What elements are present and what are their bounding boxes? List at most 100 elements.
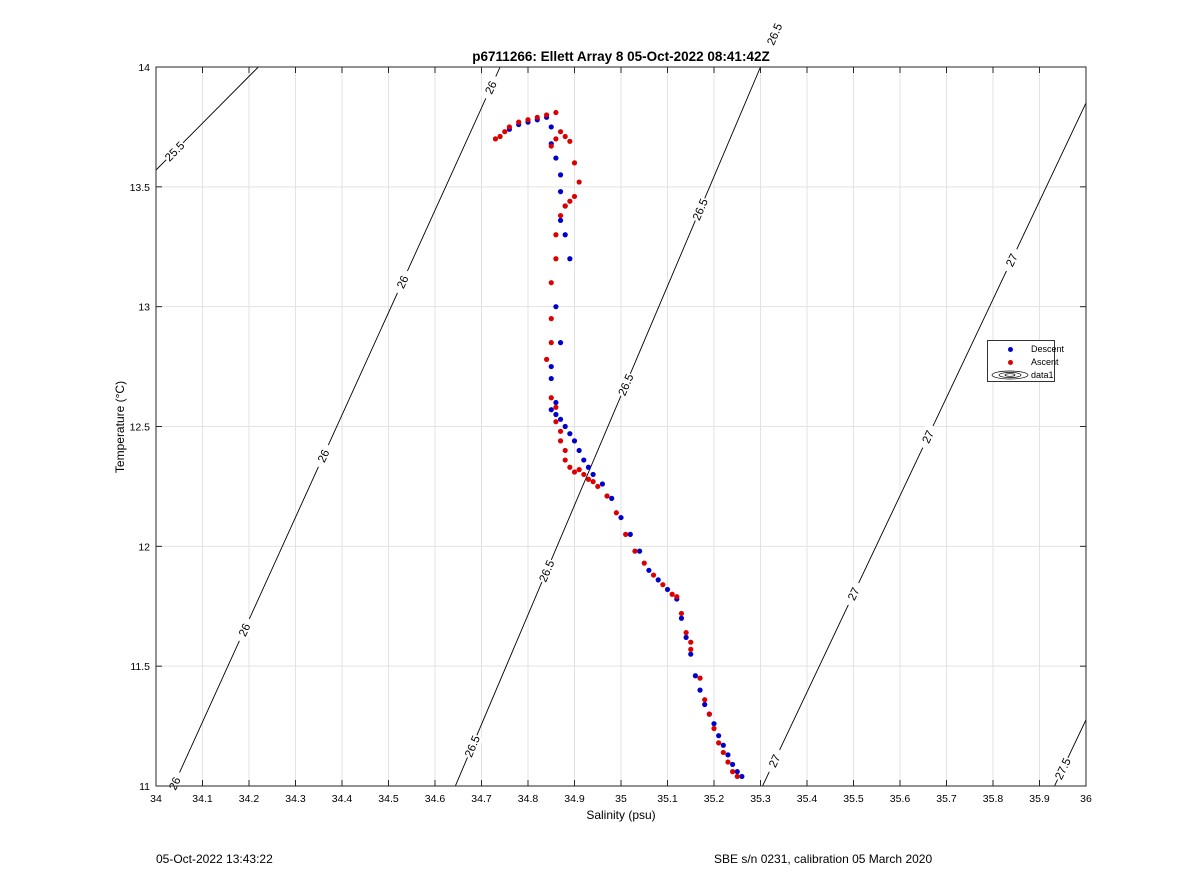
ascent-point: [548, 280, 554, 286]
ascent-point: [567, 138, 573, 144]
descent-point: [655, 577, 661, 583]
ascent-point: [544, 112, 550, 118]
contour-label-bg: [312, 442, 335, 470]
ascent-point: [730, 769, 736, 775]
y-axis: 11 11.5 12 12.5 13 13.5 14: [130, 62, 1086, 793]
x-tick-label: 34.6: [425, 793, 446, 805]
ascent-point: [641, 560, 647, 566]
contour-label: 26: [167, 776, 183, 793]
ascent-point: [553, 232, 559, 238]
contour-label: 27: [1004, 252, 1020, 269]
x-tick-label: 34.7: [471, 793, 492, 805]
ascent-point: [553, 109, 559, 116]
descent-point: [739, 773, 745, 780]
legend-label-data1: data1: [1031, 370, 1054, 380]
ascent-point: [623, 531, 629, 537]
grid: [156, 67, 1086, 786]
ascent-point: [585, 476, 592, 482]
ascent-point: [720, 749, 726, 756]
y-tick-label: 14: [138, 62, 150, 74]
x-axis-label: Salinity (psu): [586, 808, 655, 822]
contour-label: 27: [767, 753, 783, 770]
ascent-point: [734, 773, 740, 780]
legend-label-ascent: Ascent: [1031, 357, 1059, 367]
descent-point: [716, 733, 722, 739]
density-contour-labels: 25.5262626262626.526.526.526.526.5272727…: [161, 20, 1075, 798]
legend-item-ascent: Ascent: [988, 356, 1059, 368]
descent-point: [734, 769, 740, 775]
x-tick-label: 34: [150, 793, 162, 805]
ascent-point: [562, 457, 568, 463]
contour-label: 27: [846, 586, 862, 603]
descent-point: [548, 375, 554, 382]
descent-point: [646, 567, 652, 573]
ascent-point: [571, 160, 578, 166]
ascent-point: [557, 129, 564, 135]
ascent-point: [544, 356, 550, 362]
descent-point: [692, 673, 699, 679]
contour-label-bg: [233, 616, 256, 644]
contour-label-bg: [916, 422, 940, 451]
contour-label: 27: [921, 429, 937, 446]
ascent-point: [632, 548, 638, 554]
contour-label-bg: [391, 268, 414, 296]
x-tick-label: 35.4: [797, 793, 818, 805]
descent-point: [557, 172, 564, 178]
x-tick-label: 34.2: [239, 793, 260, 805]
descent-point: [557, 217, 564, 223]
contour-label-bg: [161, 137, 189, 165]
x-tick-label: 35.6: [890, 793, 911, 805]
y-tick-label: 13: [138, 302, 150, 314]
ascent-point: [576, 467, 582, 473]
ascent-point: [613, 510, 619, 516]
ascent-point: [506, 124, 512, 130]
contour-label-bg: [163, 769, 186, 798]
ascent-point: [557, 212, 564, 219]
ascent-point: [553, 419, 559, 425]
descent-marker-icon: [1008, 347, 1013, 352]
legend: Descent Ascent data1: [987, 340, 1064, 382]
contour-label-bg: [762, 747, 786, 775]
descent-point: [627, 531, 633, 537]
ascent-point: [567, 464, 573, 470]
descent-point: [730, 761, 736, 768]
ascent-point: [562, 203, 568, 209]
ascent-point: [567, 198, 573, 204]
ascent-point: [571, 469, 578, 475]
descent-point: [557, 189, 564, 195]
ascent-point: [553, 136, 559, 142]
descent-point: [697, 687, 703, 693]
descent-point: [637, 548, 643, 554]
ascent-point: [553, 256, 559, 262]
ascent-marker-icon: [1008, 360, 1013, 365]
descent-point: [557, 416, 564, 422]
descent-point: [553, 304, 559, 310]
ascent-point: [571, 193, 578, 200]
ascent-point: [688, 639, 694, 645]
descent-point: [557, 340, 564, 346]
ascent-point: [716, 740, 722, 746]
ascent-point: [711, 725, 717, 732]
x-tick-label: 34.1: [192, 793, 213, 805]
contour-label-bg: [461, 732, 484, 761]
ascent-point: [604, 493, 610, 499]
y-tick-label: 13.5: [130, 182, 151, 194]
contour-label: 26: [237, 622, 253, 639]
descent-point: [567, 431, 573, 437]
descent-point: [609, 495, 615, 501]
ascent-point: [678, 610, 685, 617]
y-axis-label: Temperature (°C): [113, 381, 127, 473]
descent-point: [562, 232, 568, 238]
ascent-point: [562, 447, 568, 454]
contour-label-bg: [1000, 246, 1024, 274]
ascent-point: [557, 428, 564, 434]
descent-point: [548, 407, 554, 413]
ascent-point: [548, 316, 554, 322]
ascent-point: [576, 179, 582, 185]
ascent-point: [548, 340, 554, 346]
x-tick-label: 34.5: [378, 793, 399, 805]
contour-label-bg: [614, 370, 637, 399]
legend-label-descent: Descent: [1031, 344, 1065, 354]
descent-point: [664, 586, 671, 593]
